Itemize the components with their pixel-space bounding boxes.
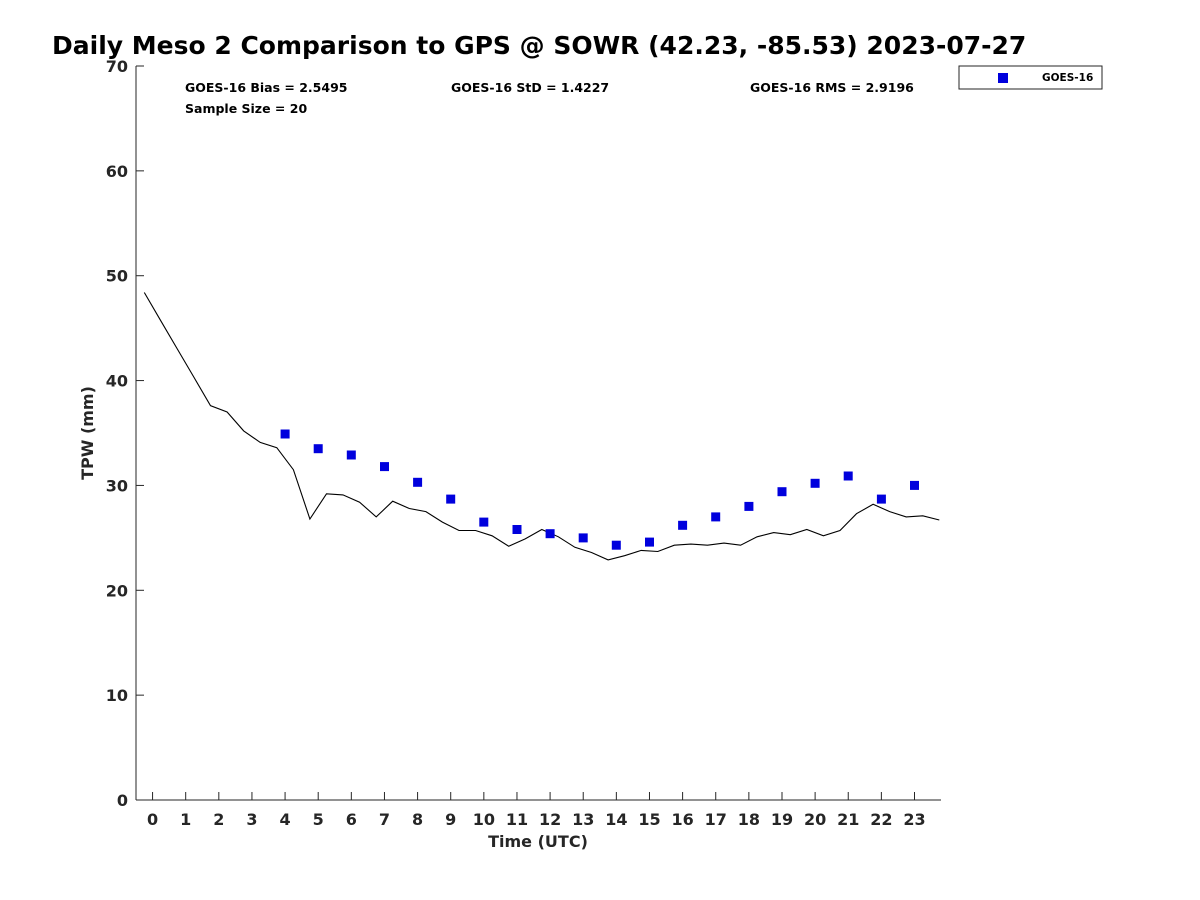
goes16-point bbox=[611, 540, 621, 550]
goes16-point bbox=[313, 444, 323, 454]
x-tick-label: 22 bbox=[870, 810, 892, 829]
x-tick-label: 2 bbox=[213, 810, 224, 829]
legend: GOES-16 bbox=[958, 65, 1103, 90]
axes bbox=[135, 66, 941, 801]
x-tick-label: 11 bbox=[506, 810, 528, 829]
y-tick-label: 20 bbox=[106, 581, 128, 600]
sample-size-stat: Sample Size = 20 bbox=[185, 101, 307, 116]
goes16-point bbox=[479, 517, 489, 527]
x-tick-label: 18 bbox=[738, 810, 760, 829]
x-tick-label: 9 bbox=[445, 810, 456, 829]
x-tick-label: 15 bbox=[638, 810, 660, 829]
y-tick-label: 10 bbox=[106, 686, 128, 705]
goes16-point bbox=[446, 494, 456, 504]
goes16-point bbox=[810, 478, 820, 488]
y-tick-label: 60 bbox=[106, 162, 128, 181]
bias-stat: GOES-16 Bias = 2.5495 bbox=[185, 80, 347, 95]
x-tick-label: 14 bbox=[605, 810, 627, 829]
x-tick-label: 8 bbox=[412, 810, 423, 829]
goes16-point bbox=[876, 494, 886, 504]
x-tick-label: 10 bbox=[473, 810, 495, 829]
goes16-point bbox=[346, 450, 356, 460]
goes16-point bbox=[843, 471, 853, 481]
goes16-points-series bbox=[280, 429, 919, 550]
x-tick-label: 20 bbox=[804, 810, 826, 829]
y-tick-label: 50 bbox=[106, 267, 128, 286]
rms-stat: GOES-16 RMS = 2.9196 bbox=[750, 80, 914, 95]
goes16-point bbox=[380, 462, 389, 472]
x-tick-label: 21 bbox=[837, 810, 859, 829]
x-tick-label: 1 bbox=[180, 810, 191, 829]
goes16-point bbox=[744, 501, 754, 511]
goes16-point bbox=[280, 429, 290, 439]
goes16-point bbox=[711, 512, 721, 522]
y-axis-ticks: 0 10 20 30 40 50 60 70 bbox=[106, 57, 144, 810]
y-tick-label: 0 bbox=[117, 791, 128, 810]
x-tick-label: 3 bbox=[246, 810, 257, 829]
goes16-point bbox=[545, 529, 555, 539]
goes16-point bbox=[413, 477, 423, 487]
x-tick-label: 5 bbox=[313, 810, 324, 829]
legend-marker-goes16 bbox=[998, 73, 1008, 83]
x-tick-label: 12 bbox=[539, 810, 561, 829]
x-tick-label: 6 bbox=[346, 810, 357, 829]
std-stat: GOES-16 StD = 1.4227 bbox=[451, 80, 609, 95]
goes16-point bbox=[777, 487, 787, 497]
x-tick-label: 23 bbox=[903, 810, 925, 829]
chart-title: Daily Meso 2 Comparison to GPS @ SOWR (4… bbox=[52, 31, 1026, 60]
x-axis-ticks: 0 1 2 3 4 5 6 7 8 9 10 11 12 13 14 15 16 17 18 19 20 21 22 23 bbox=[147, 792, 926, 829]
y-axis-label: TPW (mm) bbox=[78, 386, 97, 480]
legend-label-goes16: GOES-16 bbox=[1042, 72, 1093, 84]
x-tick-label: 13 bbox=[572, 810, 594, 829]
y-tick-label: 30 bbox=[106, 476, 128, 495]
goes16-point bbox=[512, 525, 522, 534]
goes16-point bbox=[645, 537, 654, 547]
legend-box bbox=[958, 65, 1103, 90]
goes16-point bbox=[578, 533, 588, 543]
x-tick-label: 0 bbox=[147, 810, 158, 829]
y-tick-label: 70 bbox=[106, 57, 128, 76]
x-tick-label: 17 bbox=[705, 810, 727, 829]
x-tick-label: 7 bbox=[379, 810, 390, 829]
y-tick-label: 40 bbox=[106, 372, 128, 391]
x-axis-label: Time (UTC) bbox=[488, 832, 588, 851]
x-tick-label: 19 bbox=[771, 810, 793, 829]
goes16-point bbox=[678, 520, 688, 530]
x-tick-label: 16 bbox=[671, 810, 693, 829]
gps-line-series bbox=[143, 292, 940, 561]
x-tick-label: 4 bbox=[280, 810, 291, 829]
gps-line bbox=[143, 292, 940, 561]
goes16-point bbox=[910, 480, 919, 490]
